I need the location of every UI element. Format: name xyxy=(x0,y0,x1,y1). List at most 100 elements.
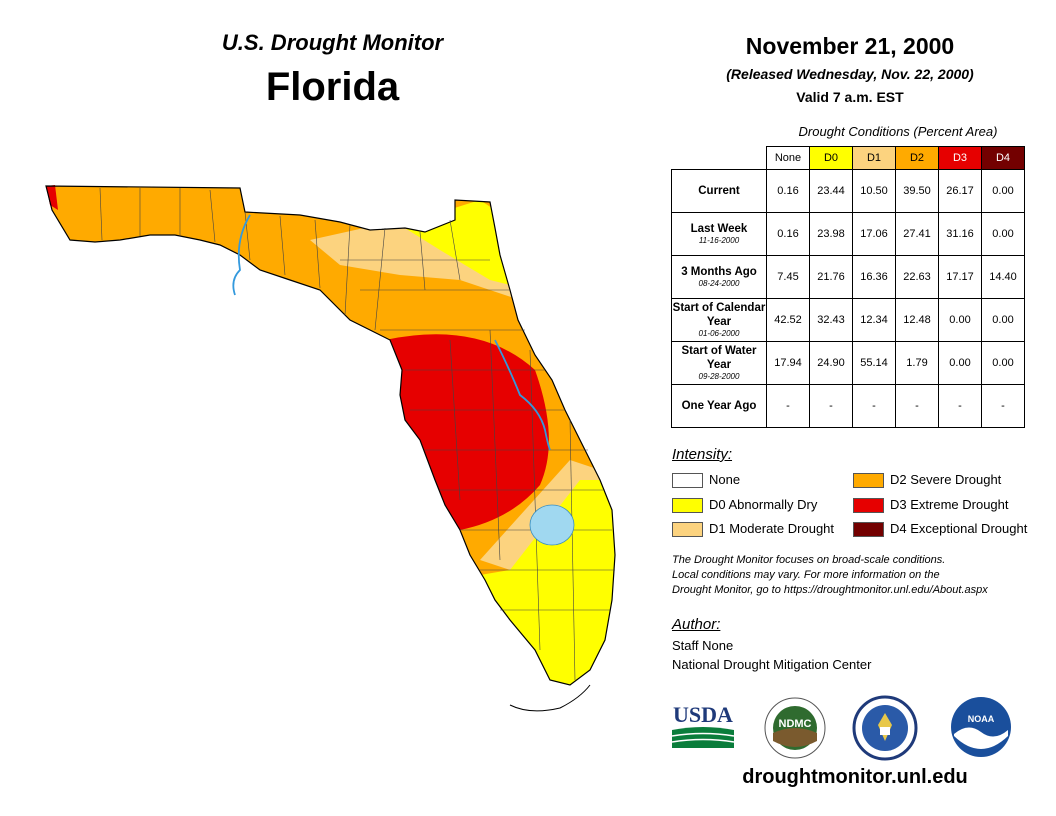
cell-value: 0.00 xyxy=(938,341,982,385)
st-johns-river xyxy=(494,339,551,451)
cell-value: 0.00 xyxy=(981,169,1025,213)
cell-value: 31.16 xyxy=(938,212,982,256)
cell-value: 24.90 xyxy=(809,341,853,385)
ndmc-logo-text: NDMC xyxy=(779,718,812,730)
legend-label: D4 Exceptional Drought xyxy=(890,521,1028,536)
table-row: One Year Ago - - - - - - xyxy=(671,384,1025,428)
table-row: Current 0.16 23.44 10.50 39.50 26.17 0.0… xyxy=(671,169,1025,213)
cell-value: 17.94 xyxy=(766,341,810,385)
legend-item-d2: D2 Severe Drought xyxy=(853,471,1001,489)
lake-okeechobee xyxy=(529,504,575,546)
cell-value: - xyxy=(809,384,853,428)
row-label-text: Current xyxy=(698,185,740,197)
legend-swatch xyxy=(853,473,884,489)
row-date: 09-28-2000 xyxy=(698,372,740,381)
state-title: Florida xyxy=(265,65,400,109)
cell-value: 0.00 xyxy=(981,298,1025,342)
col-header-d1: D1 xyxy=(852,146,896,170)
author-org: National Drought Mitigation Center xyxy=(672,657,872,672)
legend-title: Intensity: xyxy=(672,446,733,463)
legend-item-d3: D3 Extreme Drought xyxy=(853,496,1009,514)
monitor-title: U.S. Drought Monitor xyxy=(221,30,444,55)
cell-value: 0.16 xyxy=(766,212,810,256)
cell-value: 0.16 xyxy=(766,169,810,213)
cell-value: 26.17 xyxy=(938,169,982,213)
row-label-text: One Year Ago xyxy=(681,400,757,412)
table-header-row: None D0 D1 D2 D3 D4 xyxy=(672,146,1025,170)
cell-value: 1.79 xyxy=(895,341,939,385)
author-title: Author: xyxy=(672,616,721,633)
legend-item-d4: D4 Exceptional Drought xyxy=(853,520,1028,538)
cell-value: 0.00 xyxy=(981,341,1025,385)
ndmc-logo: NDMC xyxy=(764,697,826,759)
cell-value: 12.34 xyxy=(852,298,896,342)
note-line: Local conditions may vary. For more info… xyxy=(672,569,940,581)
d3-region-pensacola xyxy=(46,185,58,210)
legend-label: D3 Extreme Drought xyxy=(890,497,1009,512)
row-label-text: Last Week xyxy=(690,223,748,235)
cell-value: - xyxy=(852,384,896,428)
legend-item-none: None xyxy=(672,471,741,489)
cell-value: 17.06 xyxy=(852,212,896,256)
florida-drought-map xyxy=(45,185,616,712)
cell-value: 32.43 xyxy=(809,298,853,342)
author-name: Staff None xyxy=(672,638,734,653)
cell-value: 12.48 xyxy=(895,298,939,342)
legend-item-d1: D1 Moderate Drought xyxy=(672,520,835,538)
note-line: The Drought Monitor focuses on broad-sca… xyxy=(672,554,946,566)
commerce-seal-icon xyxy=(852,695,918,761)
row-label: 3 Months Ago 08-24-2000 xyxy=(671,255,767,299)
usda-logo: USDA xyxy=(671,702,735,748)
cell-value: 14.40 xyxy=(981,255,1025,299)
row-label-text: Start of Calendar Year xyxy=(672,302,766,328)
table-row: Last Week 11-16-2000 0.16 23.98 17.06 27.… xyxy=(671,212,1025,256)
col-header-none: None xyxy=(766,146,810,170)
cell-value: 16.36 xyxy=(852,255,896,299)
table-row: Start of Calendar Year 01-06-2000 42.52 3… xyxy=(671,298,1025,342)
row-label-text: 3 Months Ago xyxy=(681,266,757,278)
row-date: 01-06-2000 xyxy=(698,329,740,338)
cell-value: 21.76 xyxy=(809,255,853,299)
footer-url[interactable]: droughtmonitor.unl.edu xyxy=(742,766,968,788)
release-date: (Released Wednesday, Nov. 22, 2000) xyxy=(726,66,974,82)
row-date: 11-16-2000 xyxy=(698,236,740,245)
legend-label: D1 Moderate Drought xyxy=(709,521,835,536)
legend-swatch xyxy=(672,498,703,514)
cell-value: - xyxy=(981,384,1025,428)
col-header-d0: D0 xyxy=(809,146,853,170)
cell-value: 27.41 xyxy=(895,212,939,256)
legend-label: D0 Abnormally Dry xyxy=(709,497,818,512)
drought-conditions-table: None D0 D1 D2 D3 D4 Current 0.16 23.44 1… xyxy=(671,146,1025,428)
row-label: One Year Ago xyxy=(671,384,767,428)
table-row: 3 Months Ago 08-24-2000 7.45 21.76 16.36 … xyxy=(671,255,1025,299)
legend-swatch xyxy=(672,522,703,538)
row-date: 08-24-2000 xyxy=(698,279,740,288)
cell-value: 23.44 xyxy=(809,169,853,213)
usda-logo-text: USDA xyxy=(673,702,733,727)
legend-label: None xyxy=(709,472,741,487)
table-caption: Drought Conditions (Percent Area) xyxy=(798,124,998,139)
col-header-d3: D3 xyxy=(938,146,982,170)
cell-value: 17.17 xyxy=(938,255,982,299)
cell-value: 7.45 xyxy=(766,255,810,299)
cell-value: 0.00 xyxy=(938,298,982,342)
table-row: Start of Water Year 09-28-2000 17.94 24.9… xyxy=(671,341,1025,385)
cell-value: 22.63 xyxy=(895,255,939,299)
table-corner xyxy=(672,147,767,170)
noaa-logo-text: NOAA xyxy=(968,714,995,724)
col-header-d4: D4 xyxy=(981,146,1025,170)
valid-time: Valid 7 a.m. EST xyxy=(796,89,904,105)
cell-value: - xyxy=(938,384,982,428)
apalachicola-river xyxy=(232,214,251,296)
disclaimer-note: The Drought Monitor focuses on broad-sca… xyxy=(672,553,1042,598)
cell-value: 10.50 xyxy=(852,169,896,213)
cell-value: 0.00 xyxy=(981,212,1025,256)
cell-value: - xyxy=(895,384,939,428)
note-line: Drought Monitor, go to https://droughtmo… xyxy=(672,584,988,596)
row-label: Last Week 11-16-2000 xyxy=(671,212,767,256)
legend-swatch xyxy=(672,473,703,489)
cell-value: 39.50 xyxy=(895,169,939,213)
row-label: Current xyxy=(671,169,767,213)
cell-value: 23.98 xyxy=(809,212,853,256)
cell-value: - xyxy=(766,384,810,428)
